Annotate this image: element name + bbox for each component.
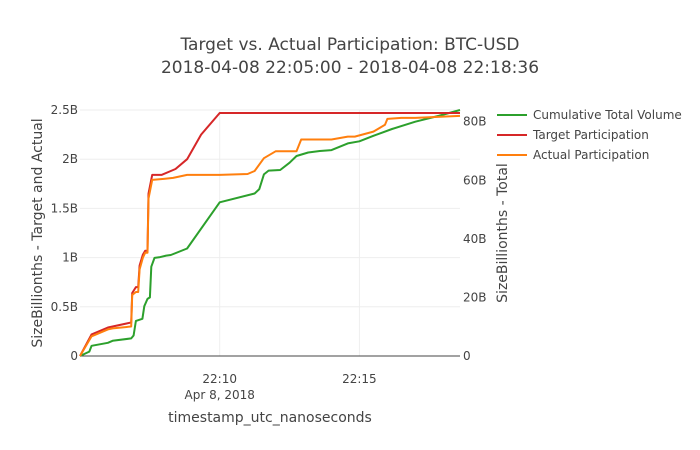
y-right-tick-label: 0 [463, 349, 471, 363]
y-left-tick-label: 2.5B [51, 103, 78, 117]
ticks: 0 0.5B 1B 1.5B 2B 2.5B 0 20B 40B 60B 80B 22:10 Apr 8… [51, 103, 487, 402]
legend-label-actual-participation: Actual Participation [533, 148, 649, 162]
series-line-actual-participation [79, 114, 461, 357]
y-left-tick-label: 1.5B [51, 201, 78, 215]
legend: Cumulative Total Volume Target Participat… [497, 108, 682, 162]
y-right-tick-label: 80B [463, 115, 487, 129]
x-tick-label: 22:10 [202, 372, 237, 386]
legend-label-cumulative-total-volume: Cumulative Total Volume [533, 108, 682, 122]
y-right-tick-label: 20B [463, 290, 487, 304]
x-tick-sublabel: Apr 8, 2018 [185, 388, 255, 402]
x-tick-label: 22:15 [342, 372, 377, 386]
y-left-tick-label: 0 [70, 349, 78, 363]
y-right-tick-label: 40B [463, 232, 487, 246]
y-right-tick-label: 60B [463, 173, 487, 187]
gridlines [80, 109, 460, 356]
chart-title-line-1: Target vs. Actual Participation: BTC-USD [179, 35, 519, 55]
y-axis-left-title: SizeBillionths - Target and Actual [30, 118, 46, 347]
y-axis-right-title: SizeBillionths - Total [495, 163, 511, 303]
legend-label-target-participation: Target Participation [532, 128, 649, 142]
series-line-target-participation [79, 112, 460, 357]
series-layer [79, 109, 461, 357]
y-left-tick-label: 0.5B [51, 300, 78, 314]
series-line-cumulative-total-volume [79, 109, 461, 357]
x-axis-title: timestamp_utc_nanoseconds [168, 410, 372, 426]
y-left-tick-label: 1B [62, 251, 78, 265]
y-left-tick-label: 2B [62, 152, 78, 166]
chart-title-line-2: 2018-04-08 22:05:00 - 2018-04-08 22:18:3… [161, 58, 539, 78]
